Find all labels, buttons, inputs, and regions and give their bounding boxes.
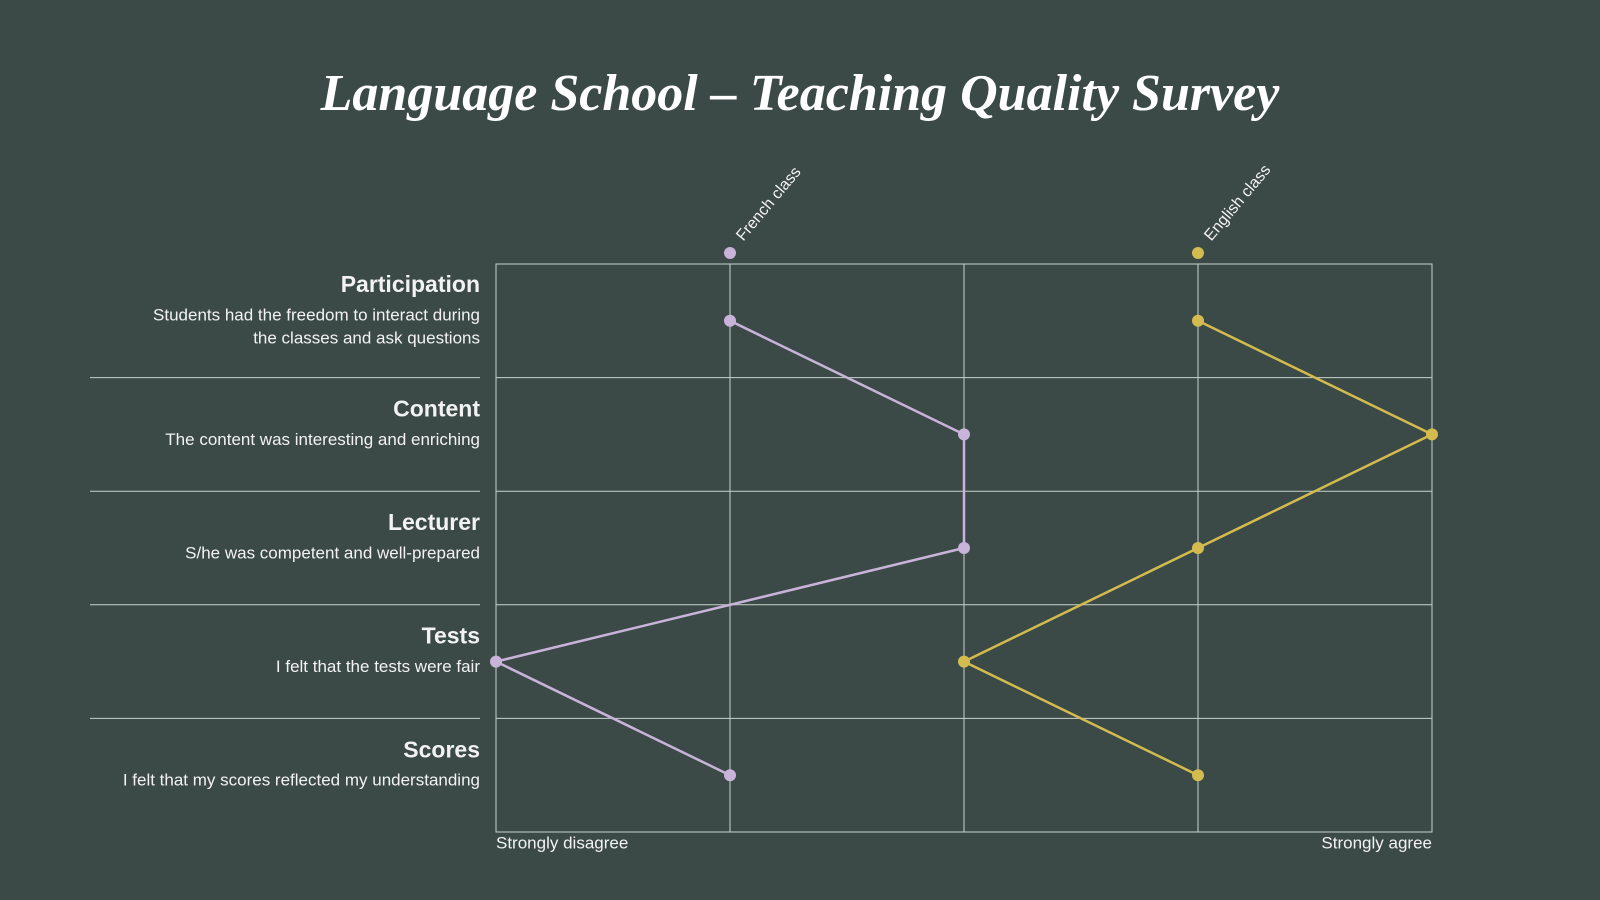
- x-axis-label: Strongly agree: [1321, 833, 1432, 852]
- legend-marker: [1192, 247, 1204, 259]
- category-description: I felt that the tests were fair: [276, 657, 480, 676]
- data-point: [1192, 769, 1204, 782]
- category-description: The content was interesting and enrichin…: [165, 430, 480, 449]
- chart-title: Language School – Teaching Quality Surve…: [320, 65, 1281, 122]
- data-point: [490, 655, 502, 668]
- category-description: Students had the freedom to interact dur…: [153, 305, 480, 324]
- category-description: the classes and ask questions: [253, 328, 480, 347]
- data-point: [724, 314, 736, 327]
- legend-marker: [724, 247, 736, 259]
- category-label: Tests: [422, 623, 480, 649]
- category-label: Scores: [403, 736, 480, 762]
- data-point: [1192, 542, 1204, 554]
- category-label: Lecturer: [388, 509, 480, 535]
- data-point: [1426, 428, 1438, 441]
- x-axis-label: Strongly disagree: [496, 833, 628, 852]
- category-label: Content: [393, 395, 480, 421]
- data-point: [958, 428, 970, 441]
- legend-label: French class: [733, 164, 804, 244]
- category-description: I felt that my scores reflected my under…: [123, 771, 480, 790]
- category-description: S/he was competent and well-prepared: [185, 543, 480, 562]
- data-point: [958, 542, 970, 554]
- legend-label: English class: [1201, 162, 1274, 244]
- data-point: [958, 655, 970, 668]
- data-point: [724, 769, 736, 782]
- data-point: [1192, 314, 1204, 327]
- category-label: Participation: [341, 271, 480, 297]
